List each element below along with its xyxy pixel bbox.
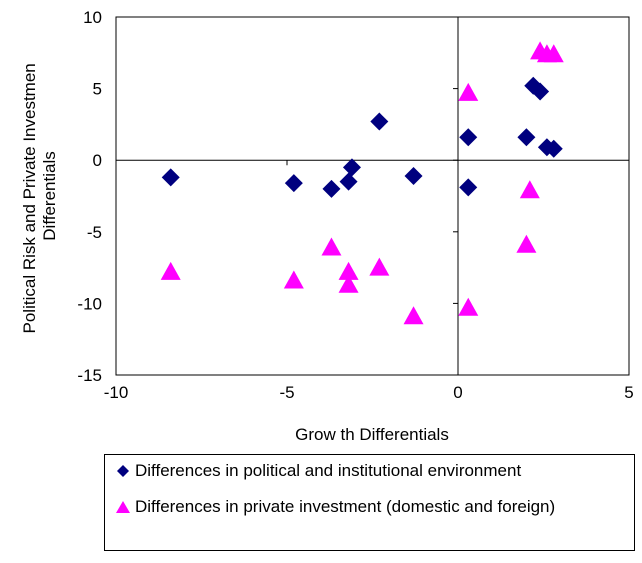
legend-item-series-2: Differences in private investment (domes… (113, 495, 613, 519)
data-point-diamond (459, 128, 478, 147)
triangle-marker-icon (113, 495, 133, 519)
y-tick-label: 0 (93, 151, 102, 170)
diamond-marker-icon (113, 459, 133, 483)
data-point-triangle (403, 306, 424, 325)
y-axis-title: Political Risk and Private Investmen Dif… (20, 59, 59, 334)
y-axis-title-line-1: Political Risk and Private Investmen (20, 63, 39, 333)
y-tick-label: 10 (83, 8, 102, 27)
data-point-triangle (283, 270, 304, 289)
data-point-triangle (338, 261, 359, 280)
legend-label-series-2: Differences in private investment (domes… (135, 497, 556, 516)
data-point-diamond (370, 112, 389, 131)
data-point-triangle (516, 234, 537, 253)
data-point-diamond (404, 166, 423, 185)
data-point-triangle (369, 257, 390, 276)
x-axis-title: Grow th Differentials (295, 425, 449, 444)
data-point-diamond (161, 168, 180, 187)
y-axis-title-line-2: Differentials (40, 151, 59, 240)
x-tick-label: -10 (104, 383, 129, 402)
data-point-diamond (544, 139, 563, 158)
data-point-triangle (338, 274, 359, 293)
data-point-triangle (321, 237, 342, 256)
x-tick-label: 0 (453, 383, 462, 402)
legend: Differences in political and institution… (104, 454, 635, 551)
data-point-diamond (531, 82, 550, 101)
data-point-diamond (339, 172, 358, 191)
x-tick-label: 5 (624, 383, 633, 402)
data-point-diamond (322, 179, 341, 198)
y-tick-label: -5 (87, 223, 102, 242)
legend-item-series-1: Differences in political and institution… (113, 459, 521, 483)
y-tick-label: -15 (77, 366, 102, 385)
data-point-triangle (543, 44, 564, 63)
plot-area (115, 16, 630, 376)
y-tick-label: -10 (77, 294, 102, 313)
data-point-diamond (284, 174, 303, 193)
data-point-diamond (342, 158, 361, 177)
data-point-diamond (459, 178, 478, 197)
data-point-triangle (160, 261, 181, 280)
legend-label-series-1: Differences in political and institution… (135, 461, 522, 480)
data-point-diamond (517, 128, 536, 147)
data-point-triangle (458, 297, 479, 316)
data-point-triangle (458, 82, 479, 101)
data-point-triangle (519, 180, 540, 199)
x-tick-label: -5 (279, 383, 294, 402)
y-tick-label: 5 (93, 80, 102, 99)
